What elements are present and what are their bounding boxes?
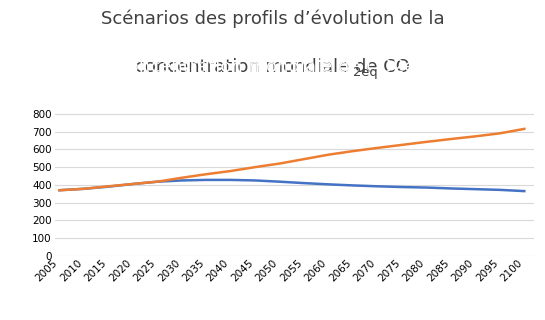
Text: concentration mondiale de CO: concentration mondiale de CO: [135, 58, 410, 76]
Scénario de l’Accord de Paris: [399, 185, 405, 189]
Scénario de référence: [399, 143, 405, 147]
Scénario de l’Accord de Paris: [301, 181, 307, 185]
Scénario de l’Accord de Paris: [203, 178, 209, 182]
Scénario de l’Accord de Paris: [227, 178, 234, 182]
Scénario de référence: [252, 165, 258, 169]
Scénario de référence: [496, 132, 503, 135]
Scénario de référence: [178, 176, 185, 180]
Scénario de l’Accord de Paris: [521, 189, 528, 193]
Text: Scénarios des profils d’évolution de la: Scénarios des profils d’évolution de la: [101, 10, 444, 28]
Scénario de référence: [154, 180, 161, 184]
Scénario de référence: [56, 188, 63, 192]
Scénario de l’Accord de Paris: [81, 187, 87, 191]
Scénario de référence: [521, 127, 528, 131]
Scénario de l’Accord de Paris: [130, 182, 136, 186]
Scénario de référence: [423, 140, 429, 144]
Scénario de référence: [203, 172, 209, 176]
Scénario de l’Accord de Paris: [178, 179, 185, 182]
Text: 2eq: 2eq: [353, 66, 378, 79]
Scénario de l’Accord de Paris: [105, 185, 112, 188]
Scénario de l’Accord de Paris: [496, 188, 503, 192]
Scénario de référence: [130, 182, 136, 186]
Line: Scénario de l’Accord de Paris: Scénario de l’Accord de Paris: [59, 180, 524, 191]
Scénario de l’Accord de Paris: [472, 187, 479, 191]
Scénario de l’Accord de Paris: [56, 188, 63, 192]
Scénario de référence: [105, 184, 112, 188]
Line: Scénario de référence: Scénario de référence: [59, 129, 524, 190]
Scénario de l’Accord de Paris: [325, 182, 332, 186]
Scénario de l’Accord de Paris: [276, 180, 283, 184]
Scénario de référence: [81, 187, 87, 191]
Scénario de l’Accord de Paris: [447, 187, 454, 190]
Scénario de référence: [350, 149, 356, 153]
Scénario de l’Accord de Paris: [423, 186, 429, 189]
Scénario de l’Accord de Paris: [374, 184, 381, 188]
Scénario de référence: [276, 162, 283, 165]
Scénario de référence: [301, 157, 307, 161]
Scénario de l’Accord de Paris: [154, 180, 161, 184]
Scénario de l’Accord de Paris: [252, 179, 258, 182]
Scénario de référence: [472, 134, 479, 138]
Scénario de référence: [374, 146, 381, 150]
Text: concentration mondiale de CO2eq: concentration mondiale de CO2eq: [118, 58, 427, 76]
Scénario de référence: [227, 169, 234, 173]
Scénario de référence: [325, 153, 332, 156]
Scénario de l’Accord de Paris: [350, 183, 356, 187]
Scénario de référence: [447, 137, 454, 141]
